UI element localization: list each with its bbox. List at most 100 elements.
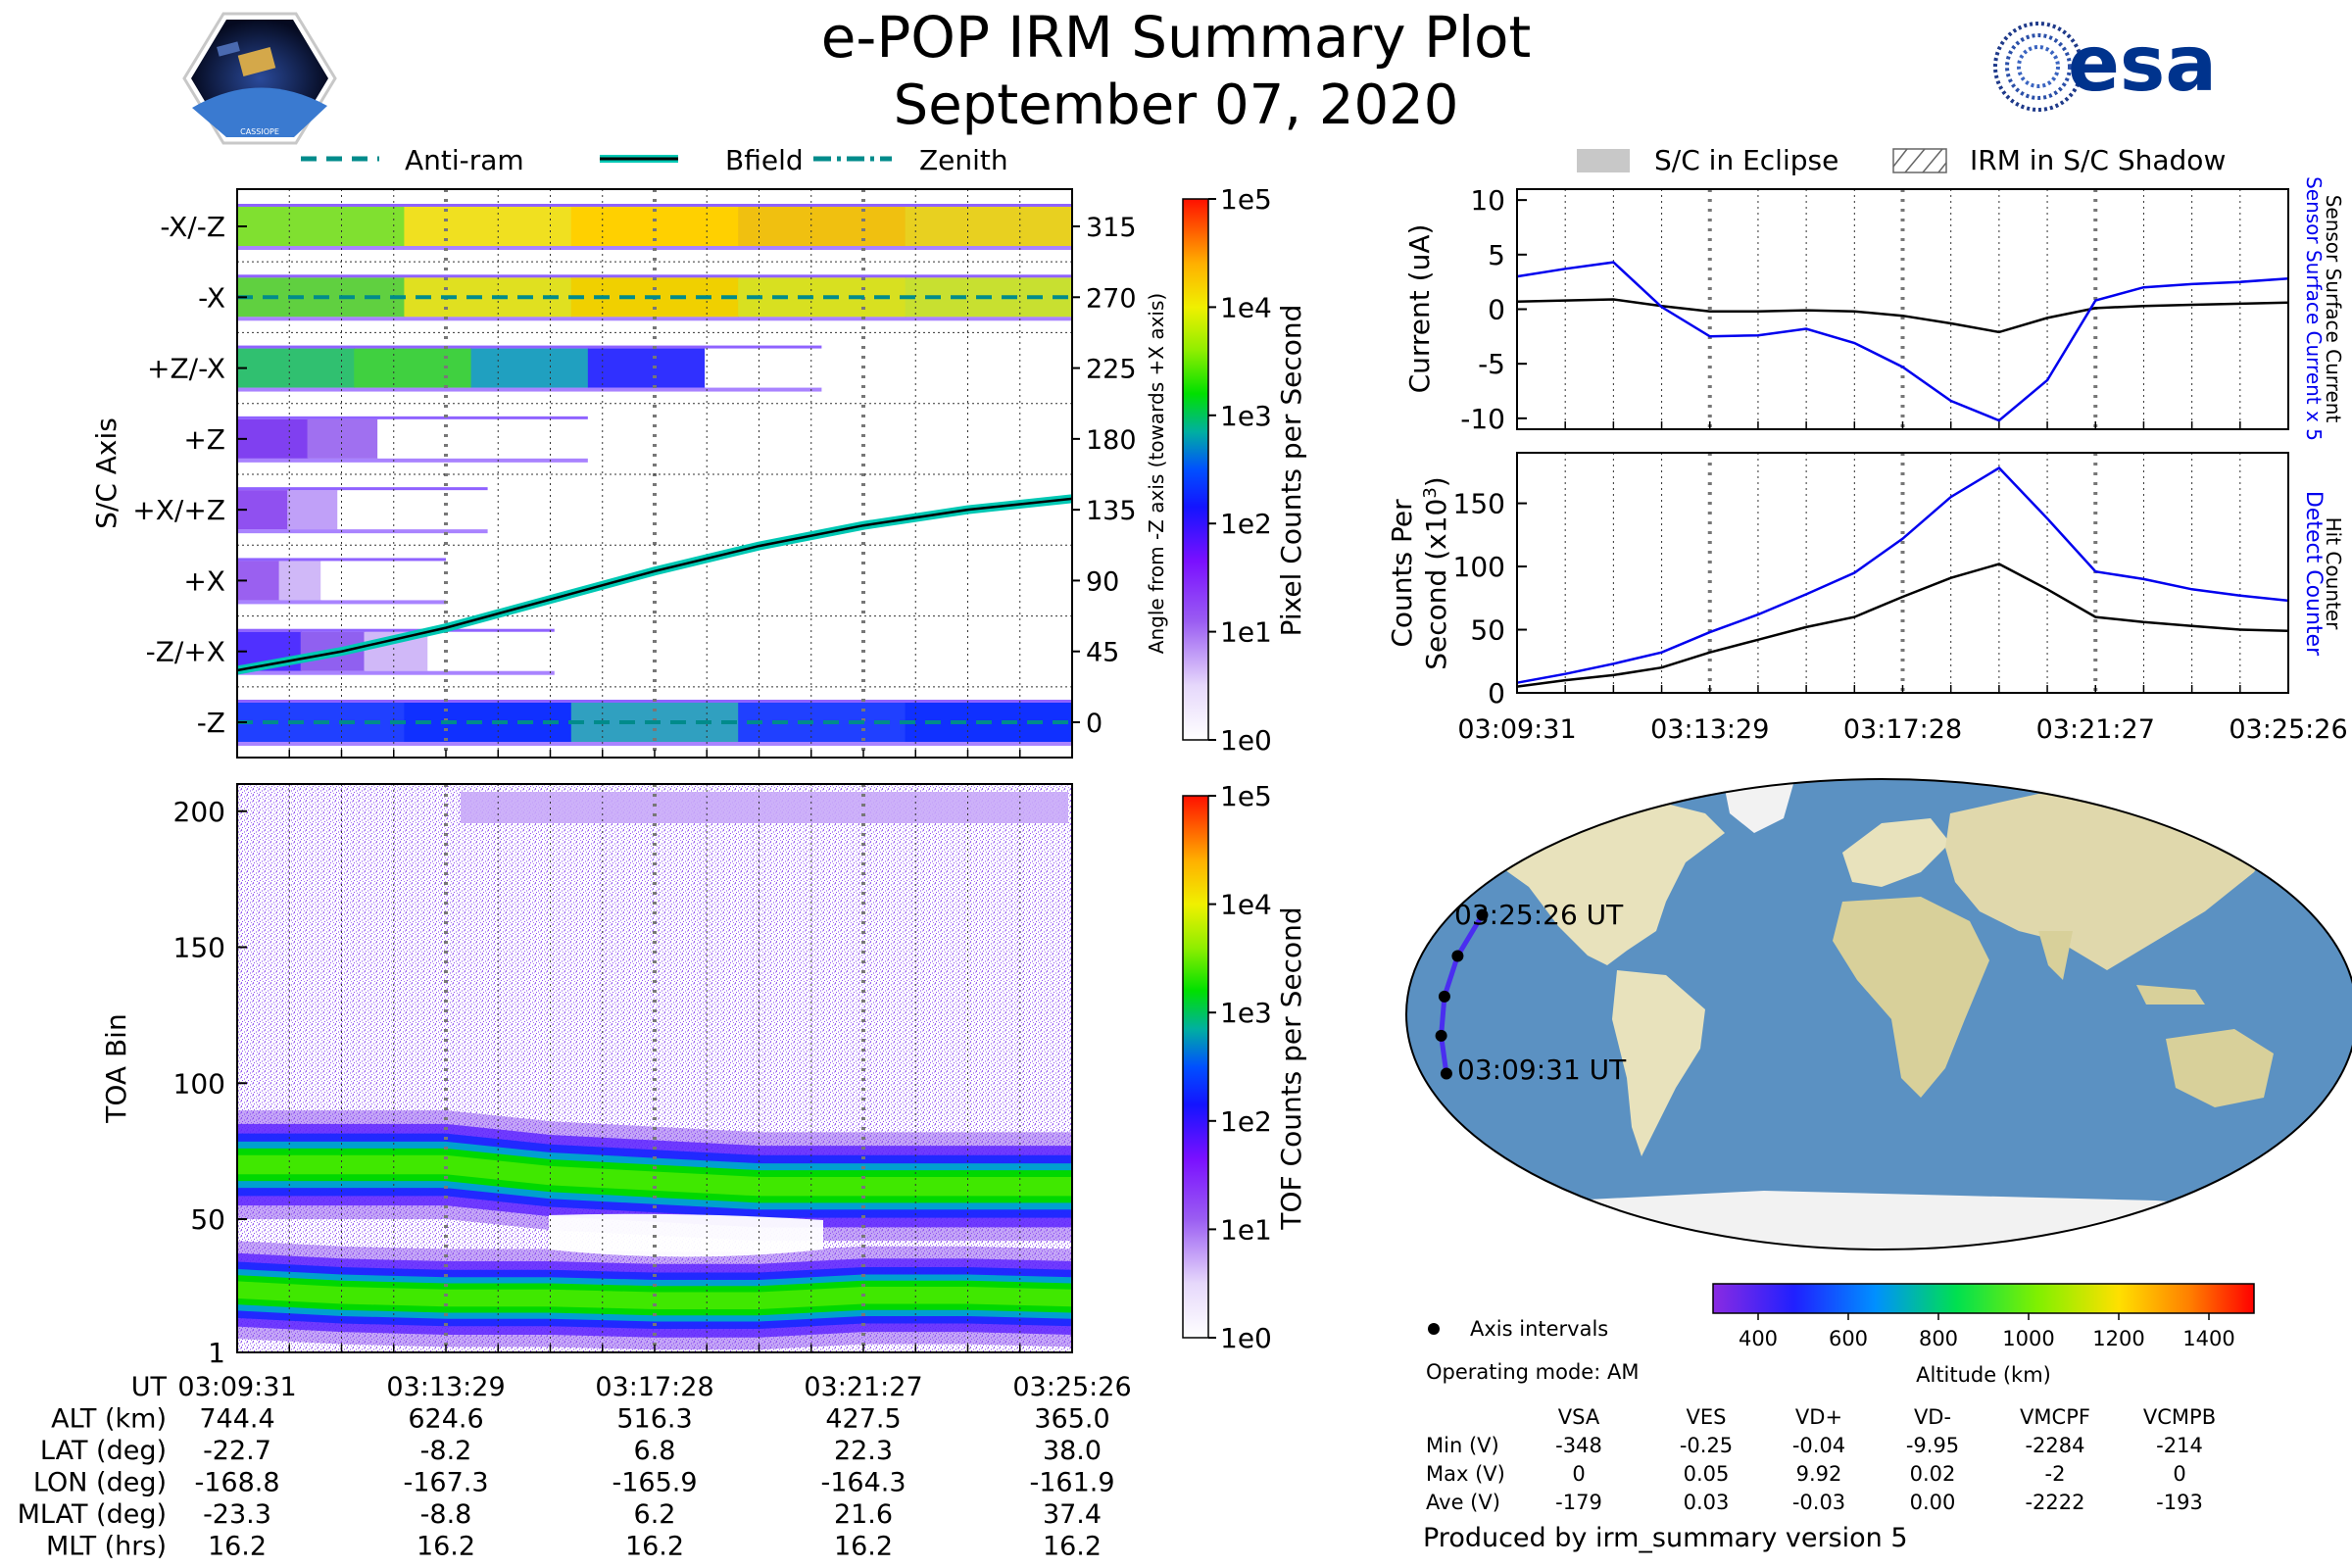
sc-axis-band-cell <box>470 348 589 388</box>
counts-y-tick-labels: 0 50 100 150 <box>1453 488 1527 710</box>
axis-intervals-label: Axis intervals <box>1470 1317 1608 1341</box>
asia <box>1945 794 2274 970</box>
esa-logo: esa <box>1993 21 2217 112</box>
counts-x-tick-label: 03:09:31 <box>1457 714 1576 745</box>
counts-x-tick-labels: 03:09:31 03:13:29 03:17:28 03:21:27 03:25:26 <box>1457 714 2347 745</box>
sc-axis-band-cell <box>905 207 1072 246</box>
colorbar-tick-label: 1e5 <box>1220 780 1272 812</box>
ephemeris-cell: 03:21:27 <box>804 1372 922 1402</box>
current-y2label-blue: Sensor Surface Current x 5 <box>2302 176 2326 441</box>
orbit-map: 03:25:26 UT 03:09:31 UT <box>1405 778 2352 1250</box>
voltage-cell: 0.03 <box>1684 1491 1730 1514</box>
sc-axis-band-cell <box>354 348 472 388</box>
sc-axis-band-cell <box>738 207 906 246</box>
sc-axis-band-cell <box>362 561 406 601</box>
current-y-tick-label: 5 <box>1488 239 1505 271</box>
colorbar-tick-label: 1e2 <box>1220 1105 1272 1138</box>
info-block: Axis intervals Operating mode: AM VSA VES… <box>1423 1317 2216 1553</box>
indonesia <box>2136 985 2205 1004</box>
toa-y-tick-label: 50 <box>190 1203 225 1236</box>
sc-axis-band-edge <box>237 558 446 562</box>
current-y-tick-label: 0 <box>1488 294 1505 326</box>
voltage-column-header: VMCPF <box>2020 1405 2090 1429</box>
tof-colorbar: 1e0 1e1 1e2 1e3 1e4 1e5 TOF Counts per Second <box>1182 780 1307 1354</box>
sc-axis-category-label: +X <box>183 564 225 597</box>
toa-heatmap <box>237 784 1072 1352</box>
toa-y-tick-label: 1 <box>208 1337 225 1369</box>
voltage-cell: -193 <box>2156 1491 2203 1514</box>
ephemeris-cell: -22.7 <box>203 1436 271 1466</box>
current-y-tick-label: -10 <box>1460 403 1505 435</box>
sc-axis-band-cell <box>705 348 823 388</box>
altitude-tick-label: 1200 <box>2092 1327 2144 1350</box>
counts-y2label-blue: Detect Counter <box>2301 491 2326 657</box>
current-grid <box>1516 189 2289 429</box>
ephemeris-cell: -165.9 <box>612 1468 697 1498</box>
voltage-cell: -179 <box>1555 1491 1602 1514</box>
sc-axis-band-cell <box>447 418 519 459</box>
produced-by: Produced by irm_summary version 5 <box>1423 1523 1908 1553</box>
voltage-cell: -348 <box>1555 1434 1602 1457</box>
sc-axis-band <box>237 416 589 463</box>
ephemeris-cell: 6.2 <box>634 1499 676 1530</box>
sc-axis-band-cell <box>237 348 356 388</box>
ephemeris-cell: 03:09:31 <box>177 1372 296 1402</box>
altitude-tick-label: 1400 <box>2182 1327 2234 1350</box>
sc-axis-band-cell <box>237 418 309 459</box>
sc-axis-band-edge <box>237 387 822 392</box>
sc-axis-band-cell <box>404 207 572 246</box>
ephemeris-cell: 16.2 <box>208 1532 267 1562</box>
ephemeris-cell: 21.6 <box>834 1499 893 1530</box>
sc-axis-category-label: +X/+Z <box>132 494 225 526</box>
toa-top-saturation <box>461 792 1068 823</box>
sc-axis-angle-label: 90 <box>1086 566 1119 597</box>
ephemeris-cell: 427.5 <box>825 1404 901 1435</box>
orbit-end-label: 03:25:26 UT <box>1454 899 1624 931</box>
sc-axis-band-edge <box>237 204 1072 207</box>
legend-eclipse-label: S/C in Eclipse <box>1654 144 1838 176</box>
ephemeris-cell: 16.2 <box>1043 1532 1102 1562</box>
eclipse-legend-swatch <box>1577 149 1630 172</box>
orbit-interval-dot <box>1438 990 1450 1003</box>
voltage-cell: -0.25 <box>1680 1434 1733 1457</box>
colorbar-tick-label: 1e3 <box>1220 997 1272 1029</box>
sensor-surface-current-line <box>1516 298 2289 334</box>
ephemeris-cell: -23.3 <box>203 1499 271 1530</box>
sc-axis-category-label: -X <box>198 281 225 314</box>
toa-y-tick-label: 150 <box>173 932 225 964</box>
sc-axis-band-cell <box>387 490 439 530</box>
sc-axis-band-cell <box>587 348 707 388</box>
counts-y-tick-label: 150 <box>1453 488 1505 520</box>
voltage-row-label: Ave (V) <box>1426 1491 1500 1514</box>
ephemeris-cell: 516.3 <box>616 1404 692 1435</box>
sc-axis-band-edge <box>237 458 588 463</box>
counts-x-tick-label: 03:13:29 <box>1650 714 1769 745</box>
orbit-interval-dot <box>1451 950 1464 962</box>
sc-axis-band-cell <box>427 631 493 671</box>
ephemeris-cell: -8.8 <box>420 1499 472 1530</box>
antarctica <box>1406 1191 2352 1250</box>
ephemeris-row-label: UT <box>131 1372 168 1402</box>
sc-axis-band-edge <box>237 529 488 534</box>
current-panel: 10 5 0 -5 -10 Current (uA) Sensor Surface Cu… <box>1403 176 2345 441</box>
colorbar-tick-label: 1e0 <box>1220 724 1272 757</box>
voltage-cell: 0.05 <box>1684 1462 1730 1486</box>
voltage-cell: -2222 <box>2025 1491 2084 1514</box>
voltage-cell: -9.95 <box>1906 1434 1959 1457</box>
voltage-column-header: VES <box>1687 1405 1727 1429</box>
pixel-colorbar-label: Pixel Counts per Second <box>1275 305 1307 637</box>
orbit-axis-interval-dots <box>1435 908 1489 1080</box>
bfield-line <box>237 497 1072 672</box>
sc-axis-angle-label: 225 <box>1086 355 1137 385</box>
sc-axis-band-cell <box>237 207 406 246</box>
toa-y-tick-label: 200 <box>173 796 225 828</box>
ephemeris-cell: 6.8 <box>634 1436 676 1466</box>
esa-wordmark: esa <box>2068 21 2217 109</box>
tof-colorbar-label: TOF Counts per Second <box>1275 906 1307 1230</box>
counts-ylabel-line2: Second (x103) <box>1420 476 1452 669</box>
toa-gap <box>549 1213 823 1257</box>
sc-axis-band-cell <box>517 418 589 459</box>
ephemeris-cell: -167.3 <box>403 1468 488 1498</box>
operating-mode: Operating mode: AM <box>1426 1360 1639 1384</box>
